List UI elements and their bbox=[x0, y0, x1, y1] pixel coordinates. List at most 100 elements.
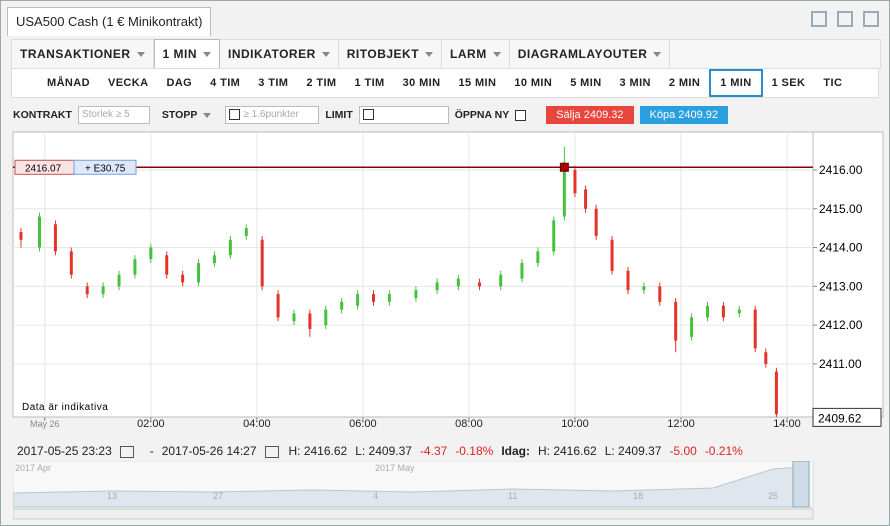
timeframe-bar: MÅNAD VECKA DAG 4 TIM 3 TIM 2 TIM 1 TIM 30 MIN 1… bbox=[11, 68, 879, 98]
high: H: 2416.62 bbox=[288, 444, 348, 458]
candle-body bbox=[674, 301, 678, 341]
change-pct: -0.18% bbox=[455, 444, 494, 458]
dropdown-icon bbox=[492, 51, 501, 57]
candle-body bbox=[181, 274, 185, 283]
x-tick-label: May 26 bbox=[30, 419, 60, 429]
detach-button[interactable] bbox=[837, 11, 853, 27]
candle-body bbox=[308, 313, 312, 329]
toolbar: TRANSAKTIONER 1 MIN INDIKATORER RITOBJEKT LA… bbox=[11, 39, 881, 69]
navigator-label: 27 bbox=[213, 491, 223, 501]
today-change: -5.00 bbox=[669, 444, 697, 458]
timeframe-button[interactable]: 30 MIN bbox=[402, 77, 441, 89]
menu-item[interactable]: RITOBJEKT bbox=[339, 40, 443, 68]
plot-area bbox=[12, 131, 814, 418]
low: L: 2409.37 bbox=[355, 444, 412, 458]
candle-body bbox=[101, 286, 105, 295]
candle-body bbox=[658, 286, 662, 302]
last-price-box bbox=[812, 407, 882, 427]
chart: 2411.00 2412.00 2413.00 2414.00 2415.00 2416.… bbox=[12, 131, 884, 430]
dropdown-icon bbox=[136, 51, 145, 57]
status-bar: 2017-05-25 23:23 - 2017-05-26 14:27 H: 2… bbox=[17, 444, 743, 458]
candle-body bbox=[149, 247, 153, 260]
window-tab[interactable]: USA500 Cash (1 € Minikontrakt) bbox=[7, 7, 212, 36]
timeframe-button[interactable]: 3 MIN bbox=[619, 77, 651, 89]
navigator-label: 25 bbox=[768, 491, 778, 501]
timeframe-button[interactable]: 10 MIN bbox=[514, 77, 553, 89]
y-axis-area bbox=[812, 131, 884, 418]
navigator-label: 2017 Apr bbox=[15, 463, 51, 473]
menu-item[interactable]: LARM bbox=[442, 40, 510, 68]
navigator-handle[interactable] bbox=[792, 461, 810, 508]
timeframe-button[interactable]: MÅNAD bbox=[47, 77, 90, 89]
checkbox[interactable] bbox=[362, 108, 374, 120]
y-tick-label: 2415.00 bbox=[819, 202, 863, 216]
menu-label: LARM bbox=[450, 47, 487, 61]
navigator: 2017 Apr 13 27 4 2017 May 11 18 25 bbox=[13, 461, 814, 520]
candle-body bbox=[753, 309, 757, 349]
close-button[interactable] bbox=[863, 11, 879, 27]
candle-body bbox=[228, 239, 232, 256]
candle-body bbox=[356, 294, 360, 306]
menu-label: TRANSAKTIONER bbox=[20, 47, 131, 61]
stop-input[interactable]: ≥ 1.6punkter bbox=[225, 106, 320, 124]
candle-body bbox=[340, 301, 344, 310]
date-to[interactable]: 2017-05-26 14:27 bbox=[161, 444, 257, 458]
menu-item[interactable]: 1 MIN bbox=[153, 39, 221, 69]
scrollbar[interactable] bbox=[13, 508, 814, 520]
buy-button[interactable]: Köpa 2409.92 bbox=[639, 106, 729, 124]
size-input[interactable]: Storlek ≥ 5 bbox=[77, 106, 150, 124]
timeframe-button[interactable]: DAG bbox=[166, 77, 193, 89]
dash: - bbox=[149, 444, 154, 458]
calendar-icon[interactable] bbox=[119, 446, 134, 458]
crosshair-marker bbox=[559, 162, 569, 172]
dropdown-icon bbox=[653, 51, 662, 57]
timeframe-button[interactable]: 1 TIM bbox=[354, 77, 385, 89]
date-from[interactable]: 2017-05-25 23:23 bbox=[17, 444, 112, 458]
y-tick-label: 2413.00 bbox=[819, 279, 863, 293]
maximize-button[interactable] bbox=[811, 11, 827, 27]
candle-body bbox=[69, 251, 73, 275]
navigator-label: 2017 May bbox=[375, 463, 415, 473]
timeframe-button[interactable]: VECKA bbox=[107, 77, 149, 89]
timeframe-button[interactable]: 1 MIN bbox=[709, 69, 763, 97]
candle-body bbox=[117, 274, 121, 287]
y-tick-label: 2416.00 bbox=[819, 163, 863, 177]
timeframe-button[interactable]: 5 MIN bbox=[570, 77, 602, 89]
menu-item[interactable]: INDIKATORER bbox=[220, 40, 339, 68]
candle-body bbox=[690, 317, 694, 337]
today-high: H: 2416.62 bbox=[538, 444, 597, 458]
candle-body bbox=[372, 294, 376, 302]
x-tick-label: 04:00 bbox=[243, 418, 271, 430]
limit-input[interactable] bbox=[358, 106, 449, 124]
dropdown-icon[interactable] bbox=[203, 112, 212, 118]
checkbox[interactable] bbox=[515, 109, 527, 121]
crosshair-info-box bbox=[73, 159, 137, 175]
timeframe-button[interactable]: 4 TIM bbox=[210, 77, 241, 89]
sell-button[interactable]: Sälja 2409.32 bbox=[546, 106, 634, 124]
timeframe-button[interactable]: 2 MIN bbox=[668, 77, 701, 89]
timeframe-button[interactable]: TIC bbox=[823, 77, 843, 89]
navigator-label: 11 bbox=[508, 491, 517, 501]
today-label: Idag: bbox=[501, 444, 530, 458]
candle-body bbox=[276, 294, 280, 318]
calendar-icon[interactable] bbox=[264, 446, 279, 458]
timeframe-button[interactable]: 3 TIM bbox=[258, 77, 289, 89]
timeframe-button[interactable]: 1 SEK bbox=[771, 77, 806, 89]
candle-body bbox=[562, 162, 566, 217]
checkbox[interactable] bbox=[229, 108, 241, 120]
candle-body bbox=[626, 270, 630, 291]
menu-label: 1 MIN bbox=[162, 47, 198, 61]
last-price-label: 2409.62 bbox=[818, 411, 862, 425]
menu-item[interactable]: DIAGRAMLAYOUTER bbox=[510, 40, 671, 68]
candle-body bbox=[594, 208, 598, 236]
label: STOPP bbox=[161, 109, 198, 121]
dropdown-icon bbox=[425, 51, 434, 57]
dropdown-icon bbox=[203, 51, 212, 57]
timeframe-button[interactable]: 2 TIM bbox=[306, 77, 337, 89]
timeframe-button[interactable]: 15 MIN bbox=[458, 77, 497, 89]
candle-body bbox=[260, 239, 264, 287]
menu-item[interactable]: TRANSAKTIONER bbox=[12, 40, 154, 68]
candle-body bbox=[85, 286, 89, 295]
navigator-label: 13 bbox=[107, 491, 117, 501]
